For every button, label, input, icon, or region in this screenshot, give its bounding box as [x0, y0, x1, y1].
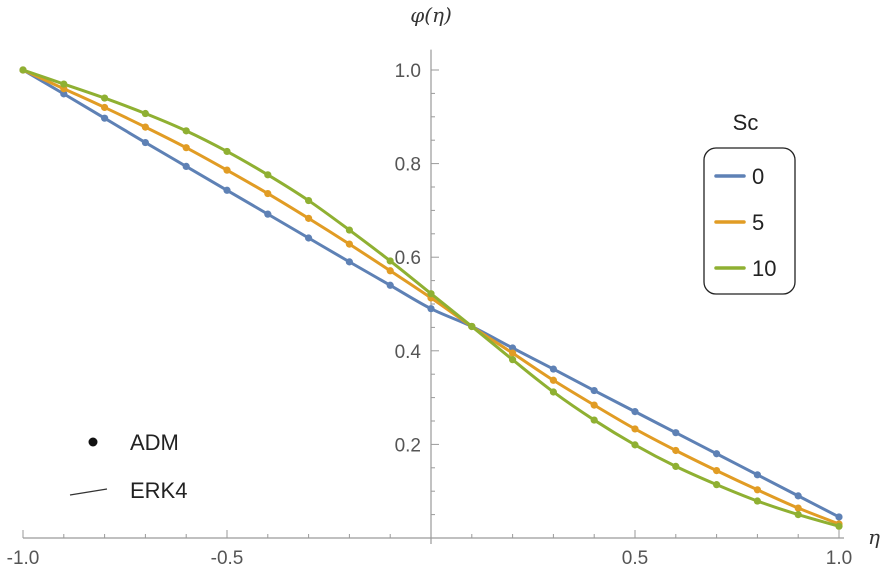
- data-point: [590, 416, 598, 424]
- erk4-line-icon: [69, 488, 108, 496]
- data-point: [264, 210, 272, 218]
- data-point: [264, 171, 272, 179]
- data-point: [713, 467, 721, 475]
- data-point: [60, 80, 68, 88]
- data-point: [835, 522, 843, 530]
- data-point: [713, 481, 721, 489]
- data-point: [794, 510, 802, 519]
- data-point: [305, 234, 313, 242]
- data-point: [549, 365, 558, 373]
- data-point: [590, 401, 598, 409]
- erk4-label: ERK4: [130, 478, 187, 503]
- data-point: [713, 450, 721, 458]
- data-point: [182, 127, 190, 135]
- data-point: [508, 349, 517, 357]
- y-tick-label: 0.2: [395, 435, 421, 456]
- x-tick-label: 1.0: [826, 548, 852, 569]
- data-point: [427, 305, 435, 313]
- data-point: [794, 492, 802, 500]
- data-point: [141, 123, 149, 131]
- legend-box: [703, 147, 796, 295]
- data-point: [549, 376, 558, 384]
- legend-label-5: 5: [752, 210, 764, 235]
- data-point: [101, 94, 109, 102]
- x-axis-label: η: [868, 525, 880, 549]
- x-tick-label: -1.0: [7, 548, 40, 569]
- adm-dot-icon: [88, 437, 98, 447]
- data-point: [141, 138, 149, 147]
- data-point: [223, 147, 231, 156]
- x-tick-label: -0.5: [211, 548, 244, 569]
- data-point: [264, 189, 272, 198]
- series-5: [19, 66, 843, 528]
- data-point: [305, 214, 313, 222]
- data-point: [794, 504, 802, 512]
- series-10: [19, 66, 843, 530]
- data-point: [508, 356, 517, 364]
- data-point: [60, 90, 68, 98]
- data-point: [223, 186, 231, 194]
- data-point: [631, 425, 639, 433]
- data-point: [386, 257, 394, 265]
- legend-label-0: 0: [752, 164, 764, 189]
- data-point: [101, 114, 109, 122]
- data-point: [835, 513, 843, 521]
- data-point: [305, 196, 313, 205]
- data-point: [345, 226, 353, 234]
- data-point: [590, 386, 598, 395]
- legend-title: Sc: [733, 110, 759, 135]
- data-point: [672, 462, 680, 470]
- y-tick-label: 0.4: [395, 342, 422, 363]
- y-tick-label: 0.6: [395, 248, 421, 269]
- data-point: [631, 441, 639, 449]
- data-point: [508, 344, 517, 352]
- y-tick-label: 0.8: [395, 155, 421, 176]
- data-point: [468, 322, 476, 331]
- y-axis-label: φ(η): [410, 3, 452, 27]
- data-point: [345, 258, 353, 266]
- legend-label-10: 10: [752, 256, 776, 281]
- data-point: [19, 66, 27, 74]
- y-tick-label: 1.0: [395, 61, 421, 82]
- data-point: [753, 497, 762, 505]
- data-point: [753, 486, 762, 494]
- data-point: [141, 109, 149, 118]
- data-point: [672, 429, 680, 437]
- data-point: [427, 290, 435, 298]
- data-point: [386, 281, 394, 289]
- data-point: [182, 162, 190, 171]
- data-point: [386, 267, 394, 275]
- data-point: [345, 240, 353, 248]
- data-point: [101, 103, 109, 112]
- data-point: [631, 408, 639, 416]
- data-point: [223, 166, 231, 174]
- adm-label: ADM: [130, 430, 179, 455]
- data-point: [182, 144, 190, 152]
- data-point: [672, 446, 680, 455]
- x-tick-label: 0.5: [622, 548, 648, 569]
- data-point: [753, 471, 762, 479]
- data-point: [549, 388, 558, 396]
